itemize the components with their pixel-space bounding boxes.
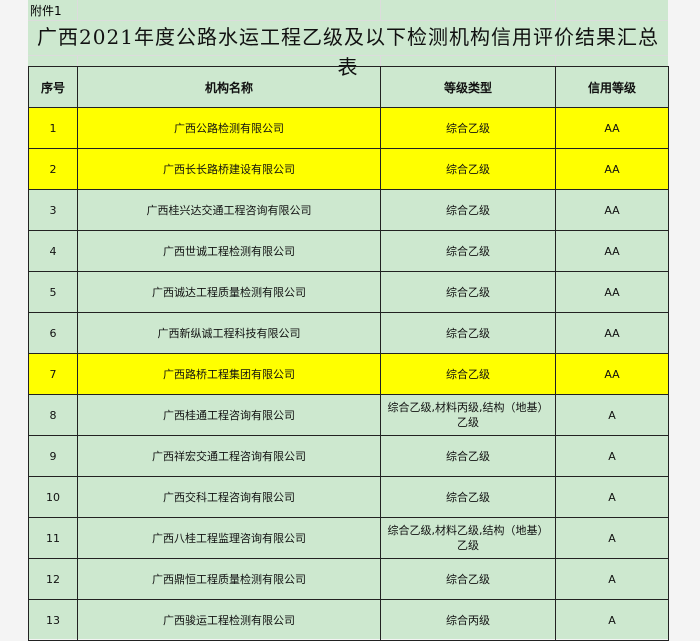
gridline: [555, 0, 556, 20]
grade-type: 综合乙级: [380, 312, 556, 354]
grade-type: 综合乙级: [380, 230, 556, 272]
table-row: 8 广西桂通工程咨询有限公司 综合乙级,材料丙级,结构（地基）乙级 A: [28, 394, 669, 436]
grade-type: 综合乙级: [380, 558, 556, 600]
page-title: 广西2021年度公路水运工程乙级及以下检测机构信用评价结果汇总表: [37, 25, 659, 79]
org-name: 广西八桂工程监理咨询有限公司: [77, 517, 381, 559]
spreadsheet: 附件1 广西2021年度公路水运工程乙级及以下检测机构信用评价结果汇总表 序号 …: [28, 0, 669, 641]
org-name: 广西世诚工程检测有限公司: [77, 230, 381, 272]
org-name: 广西桂兴达交通工程咨询有限公司: [77, 189, 381, 231]
row-number: 3: [28, 189, 78, 231]
table-row: 3 广西桂兴达交通工程咨询有限公司 综合乙级 AA: [28, 189, 669, 231]
row-number: 7: [28, 353, 78, 395]
grade-type: 综合乙级: [380, 435, 556, 477]
table-row: 10 广西交科工程咨询有限公司 综合乙级 A: [28, 476, 669, 518]
credit-grade: AA: [555, 107, 669, 149]
credit-grade: A: [555, 517, 669, 559]
row-number: 12: [28, 558, 78, 600]
credit-grade: AA: [555, 271, 669, 313]
table-row: 11 广西八桂工程监理咨询有限公司 综合乙级,材料乙级,结构（地基）乙级 A: [28, 517, 669, 559]
credit-grade: A: [555, 476, 669, 518]
row-number: 2: [28, 148, 78, 190]
row-number: 6: [28, 312, 78, 354]
org-name: 广西骏运工程检测有限公司: [77, 599, 381, 641]
credit-grade: A: [555, 599, 669, 641]
credit-grade: AA: [555, 312, 669, 354]
row-number: 5: [28, 271, 78, 313]
table-row: 12 广西鼎恒工程质量检测有限公司 综合乙级 A: [28, 558, 669, 600]
org-name: 广西桂通工程咨询有限公司: [77, 394, 381, 436]
credit-grade: A: [555, 394, 669, 436]
org-name: 广西祥宏交通工程咨询有限公司: [77, 435, 381, 477]
row-number: 1: [28, 107, 78, 149]
org-name: 广西路桥工程集团有限公司: [77, 353, 381, 395]
grade-type: 综合乙级,材料丙级,结构（地基）乙级: [380, 394, 556, 436]
gridline: [28, 20, 668, 21]
table-row: 9 广西祥宏交通工程咨询有限公司 综合乙级 A: [28, 435, 669, 477]
credit-grade: A: [555, 435, 669, 477]
table-row: 1 广西公路检测有限公司 综合乙级 AA: [28, 107, 669, 149]
org-name: 广西鼎恒工程质量检测有限公司: [77, 558, 381, 600]
grade-type: 综合乙级: [380, 271, 556, 313]
credit-grade: AA: [555, 230, 669, 272]
org-name: 广西长长路桥建设有限公司: [77, 148, 381, 190]
gridline: [555, 55, 556, 66]
grade-type: 综合乙级: [380, 107, 556, 149]
table-row: 13 广西骏运工程检测有限公司 综合丙级 A: [28, 599, 669, 641]
org-name: 广西交科工程咨询有限公司: [77, 476, 381, 518]
row-number: 4: [28, 230, 78, 272]
grade-type: 综合乙级: [380, 476, 556, 518]
grade-type: 综合乙级: [380, 148, 556, 190]
table-row: 7 广西路桥工程集团有限公司 综合乙级 AA: [28, 353, 669, 395]
org-name: 广西诚达工程质量检测有限公司: [77, 271, 381, 313]
grade-type: 综合乙级,材料乙级,结构（地基）乙级: [380, 517, 556, 559]
credit-grade: AA: [555, 189, 669, 231]
gridline: [77, 0, 78, 20]
gridline: [380, 55, 381, 66]
header-no: 序号: [28, 66, 78, 108]
header-name: 机构名称: [77, 66, 381, 108]
table-row: 2 广西长长路桥建设有限公司 综合乙级 AA: [28, 148, 669, 190]
gridline: [380, 0, 381, 20]
header-type: 等级类型: [380, 66, 556, 108]
results-table: 序号 机构名称 等级类型 信用等级 1 广西公路检测有限公司 综合乙级 AA 2 广西长长…: [28, 66, 669, 641]
row-number: 11: [28, 517, 78, 559]
row-number: 9: [28, 435, 78, 477]
table-row: 4 广西世诚工程检测有限公司 综合乙级 AA: [28, 230, 669, 272]
org-name: 广西公路检测有限公司: [77, 107, 381, 149]
header-credit: 信用等级: [555, 66, 669, 108]
credit-grade: AA: [555, 353, 669, 395]
grade-type: 综合乙级: [380, 353, 556, 395]
grade-type: 综合丙级: [380, 599, 556, 641]
table-row: 5 广西诚达工程质量检测有限公司 综合乙级 AA: [28, 271, 669, 313]
row-number: 8: [28, 394, 78, 436]
attachment-label: 附件1: [30, 4, 62, 18]
header-row: 序号 机构名称 等级类型 信用等级: [28, 66, 669, 108]
grade-type: 综合乙级: [380, 189, 556, 231]
row-number: 13: [28, 599, 78, 641]
credit-grade: A: [555, 558, 669, 600]
gridline: [77, 55, 78, 66]
table-row: 6 广西新纵诚工程科技有限公司 综合乙级 AA: [28, 312, 669, 354]
row-number: 10: [28, 476, 78, 518]
credit-grade: AA: [555, 148, 669, 190]
org-name: 广西新纵诚工程科技有限公司: [77, 312, 381, 354]
gridline: [28, 55, 668, 56]
